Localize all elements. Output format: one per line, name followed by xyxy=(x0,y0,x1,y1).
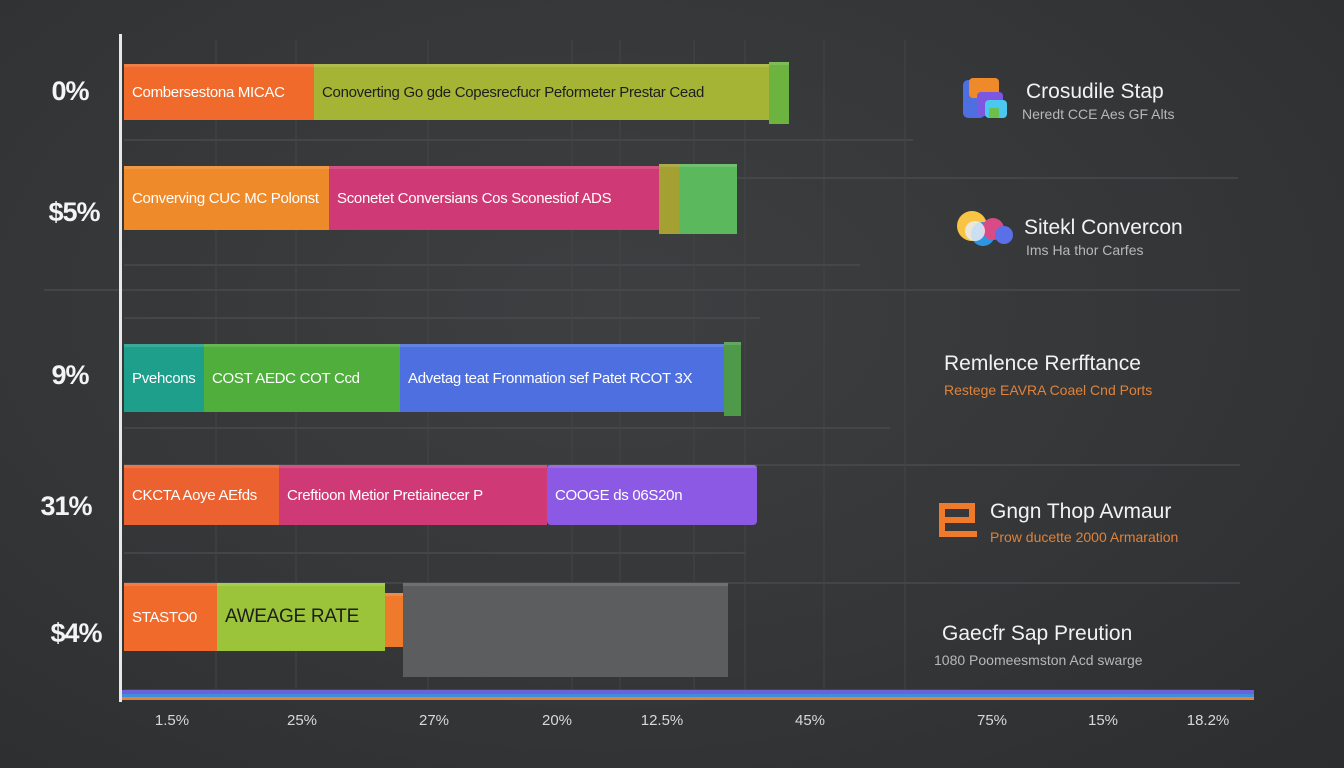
bar-segment-label: STASTO0 xyxy=(132,608,197,626)
legend-title: Gngn Thop Avmaur xyxy=(990,500,1172,523)
bar-segment-label: COST AEDC COT Ccd xyxy=(212,369,360,387)
bar-segment xyxy=(124,344,204,412)
bar-segment-label: AWEAGE RATE xyxy=(225,606,359,627)
y-tick-label: 31% xyxy=(40,491,92,521)
legend-item: Gaecfr Sap Preution 1080 Poomeesmston Ac… xyxy=(934,622,1322,668)
legend-item: Sitekl Convercon Ims Ha thor Carfes xyxy=(1024,216,1344,258)
bar-segment-label: Pvehcons xyxy=(132,369,196,387)
legend-subtitle: Restege EAVRA Coael Cnd Ports xyxy=(944,382,1153,398)
bar-segment-label: Creftioon Metior Pretiainecer P xyxy=(287,486,483,504)
legend-title: Crosudile Stap xyxy=(1026,80,1164,103)
bar-segment-label: Combersestona MICAC xyxy=(132,83,285,101)
bar-highlight xyxy=(403,583,728,586)
legend-subtitle: 1080 Poomeesmston Acd swarge xyxy=(934,652,1143,668)
bar-segment-label: CKCTA Aoye AEfds xyxy=(132,486,257,504)
legend-item: Remlence Rerfftance Restege EAVRA Coael … xyxy=(944,352,1324,398)
legend-item: Gngn Thop Avmaur Prow ducette 2000 Armar… xyxy=(990,500,1344,545)
bar-highlight xyxy=(279,465,547,468)
x-tick-label: 20% xyxy=(541,712,573,729)
bar-highlight xyxy=(124,344,204,347)
x-axis-band xyxy=(122,690,1254,700)
bar-highlight xyxy=(124,465,279,468)
bar-highlight xyxy=(400,344,724,347)
bar-highlight xyxy=(124,583,217,586)
y-tick-label: 0% xyxy=(51,76,89,106)
bar-segment xyxy=(124,465,279,525)
legend-title: Gaecfr Sap Preution xyxy=(942,622,1133,645)
x-tick-label: 25% xyxy=(286,712,318,729)
legend-subtitle: Neredt CCE Aes GF Alts xyxy=(1022,106,1175,122)
bar-segment xyxy=(279,465,547,525)
bar-segment xyxy=(659,164,679,234)
bar-highlight xyxy=(314,64,769,67)
bar-highlight xyxy=(385,593,403,596)
stacked-squares-icon xyxy=(963,78,1007,118)
x-tick-label: 45% xyxy=(794,712,826,729)
bar-highlight xyxy=(659,164,679,167)
bar-highlight xyxy=(769,62,789,65)
x-tick-label: 12.5% xyxy=(640,712,684,729)
bar-segment xyxy=(547,465,757,525)
bar-segment xyxy=(724,342,741,416)
orange-e-icon xyxy=(939,503,977,537)
y-tick-label: 9% xyxy=(51,360,89,390)
x-tick-label: 75% xyxy=(976,712,1008,729)
bar-segment xyxy=(403,583,728,677)
bar-segment xyxy=(385,593,403,647)
legend-title: Remlence Rerfftance xyxy=(944,352,1141,375)
bar-segment-label: Converving CUC MC Polonst xyxy=(132,189,319,207)
bar-segment-label: Sconetet Conversians Cos Sconestiof ADS xyxy=(337,189,612,207)
legend-item: Crosudile Stap Neredt CCE Aes GF Alts xyxy=(1022,80,1344,122)
bar-segment-label: Conoverting Go gde Copesrecfucr Peformet… xyxy=(322,83,705,101)
bar-segment xyxy=(769,62,789,124)
y-tick-label: $5% xyxy=(48,197,100,227)
bar-highlight xyxy=(329,166,659,169)
bar-highlight xyxy=(217,583,385,586)
bar-segment xyxy=(314,64,769,120)
bar-highlight xyxy=(124,64,314,67)
bar-segment xyxy=(124,166,329,230)
legend-subtitle: Ims Ha thor Carfes xyxy=(1026,242,1144,258)
x-tick-label: 27% xyxy=(418,712,450,729)
bar-segment-label: Advetag teat Fronmation sef Patet RCOT 3… xyxy=(408,369,693,387)
bar-segment xyxy=(400,344,724,412)
bar-highlight xyxy=(724,342,741,345)
colored-circles-icon xyxy=(957,211,1013,246)
bar-segment xyxy=(204,344,400,412)
bar-segment xyxy=(329,166,659,230)
x-tick-label: 1.5% xyxy=(154,712,190,729)
bar-segment xyxy=(679,164,737,234)
legend-subtitle: Prow ducette 2000 Armaration xyxy=(990,529,1179,545)
y-axis-line xyxy=(119,34,122,702)
bar-highlight xyxy=(124,166,329,169)
bar-segment-label: COOGE ds 06S20n xyxy=(555,486,683,504)
bar-highlight xyxy=(204,344,400,347)
bar-segment xyxy=(124,583,217,651)
bar-highlight xyxy=(679,164,737,167)
bar-segment xyxy=(124,64,314,120)
x-tick-label: 18.2% xyxy=(1186,712,1230,729)
bar-highlight xyxy=(547,465,757,468)
chart-bars xyxy=(124,62,789,677)
y-tick-label: $4% xyxy=(50,618,102,648)
legend-title: Sitekl Convercon xyxy=(1024,216,1183,239)
bar-segment xyxy=(217,583,385,651)
x-tick-label: 15% xyxy=(1087,712,1119,729)
